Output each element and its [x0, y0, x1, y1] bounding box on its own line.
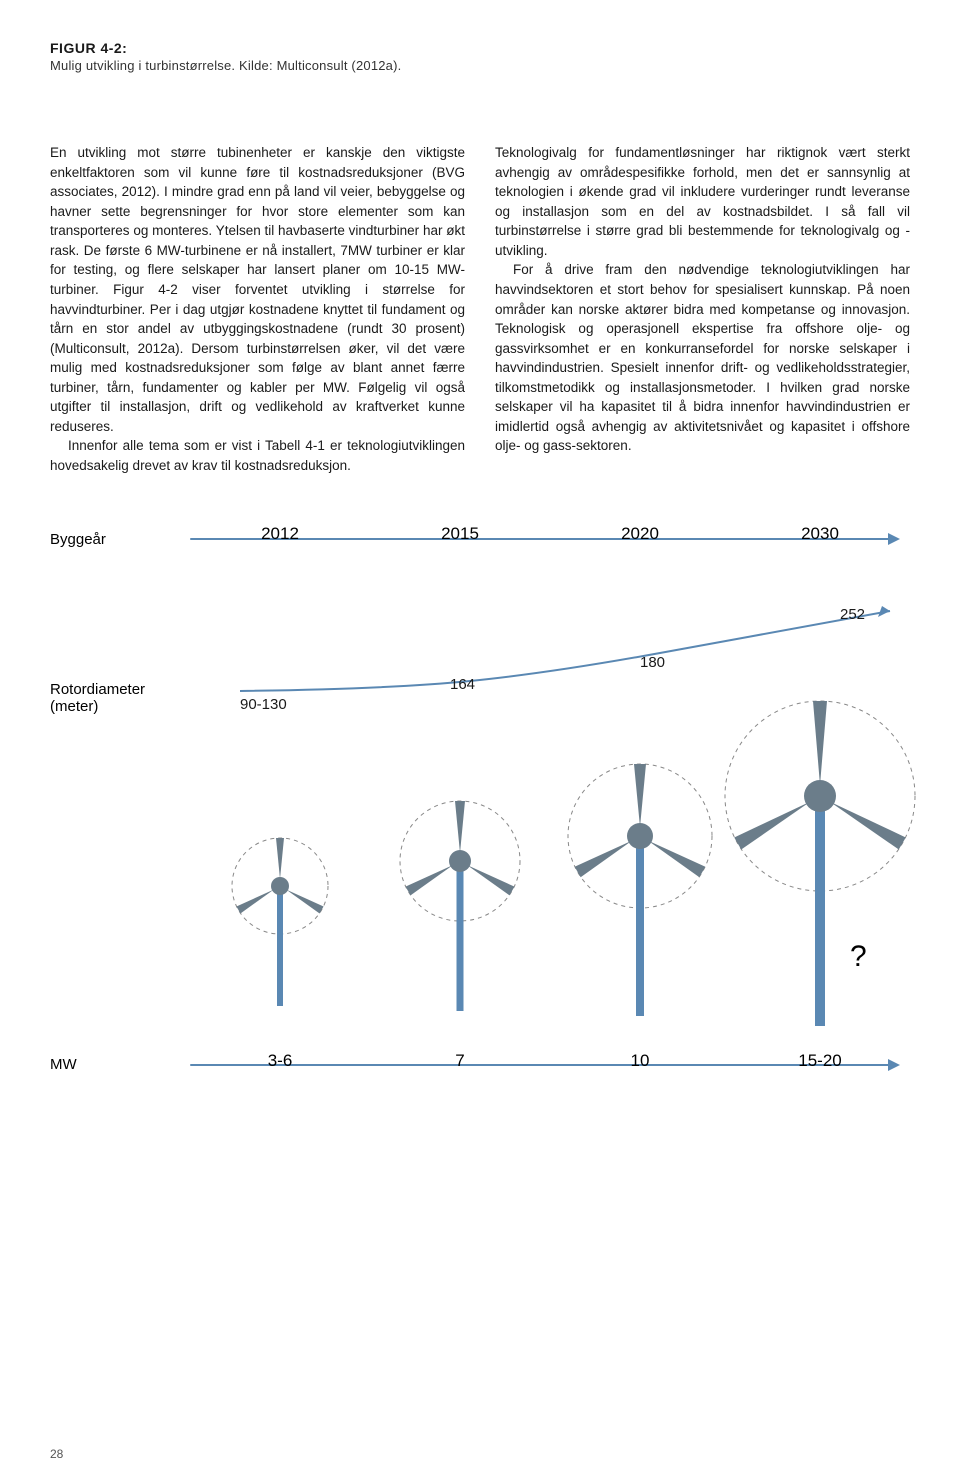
body-paragraph: For å drive fram den nødvendige teknolog…	[495, 260, 910, 456]
year-label: 2020	[550, 524, 730, 544]
mw-labels-row: 3-6 7 10 15-20	[190, 1051, 910, 1086]
rotor-value: 252	[840, 606, 865, 623]
mw-label: 7	[370, 1051, 550, 1086]
turbines-row: ?	[190, 646, 910, 1026]
row-label-mw: MW	[50, 1056, 77, 1073]
turbine-cell	[370, 646, 550, 1026]
column-left: En utvikling mot større tubinenheter er …	[50, 143, 465, 476]
row-label-year: Byggeår	[50, 531, 106, 548]
body-paragraph: Innenfor alle tema som er vist i Tabell …	[50, 436, 465, 475]
turbine-diagram: Byggeår Rotordiameter (meter) MW 2012 20…	[50, 526, 910, 1086]
question-mark-icon: ?	[850, 940, 867, 973]
turbine-cell: ?	[730, 646, 910, 1026]
row-label-rotor: Rotordiameter (meter)	[50, 681, 145, 715]
year-label: 2030	[730, 524, 910, 544]
turbine-cell	[190, 646, 370, 1026]
mw-label: 15-20	[730, 1051, 910, 1086]
wind-turbine-icon: ?	[690, 626, 950, 1026]
mw-label: 10	[550, 1051, 730, 1086]
year-labels-row: 2012 2015 2020 2030	[190, 524, 910, 544]
body-paragraph: Teknologivalg for fundamentløsninger har…	[495, 143, 910, 260]
page-number: 28	[50, 1447, 63, 1461]
body-columns: En utvikling mot større tubinenheter er …	[50, 143, 910, 476]
column-right: Teknologivalg for fundamentløsninger har…	[495, 143, 910, 476]
body-paragraph: En utvikling mot større tubinenheter er …	[50, 143, 465, 436]
year-label: 2015	[370, 524, 550, 544]
wind-turbine-icon	[200, 666, 360, 1026]
year-label: 2012	[190, 524, 370, 544]
mw-label: 3-6	[190, 1051, 370, 1086]
figure-caption: Mulig utvikling i turbinstørrelse. Kilde…	[50, 58, 910, 73]
wind-turbine-icon	[365, 666, 555, 1026]
figure-label: FIGUR 4-2:	[50, 40, 910, 56]
